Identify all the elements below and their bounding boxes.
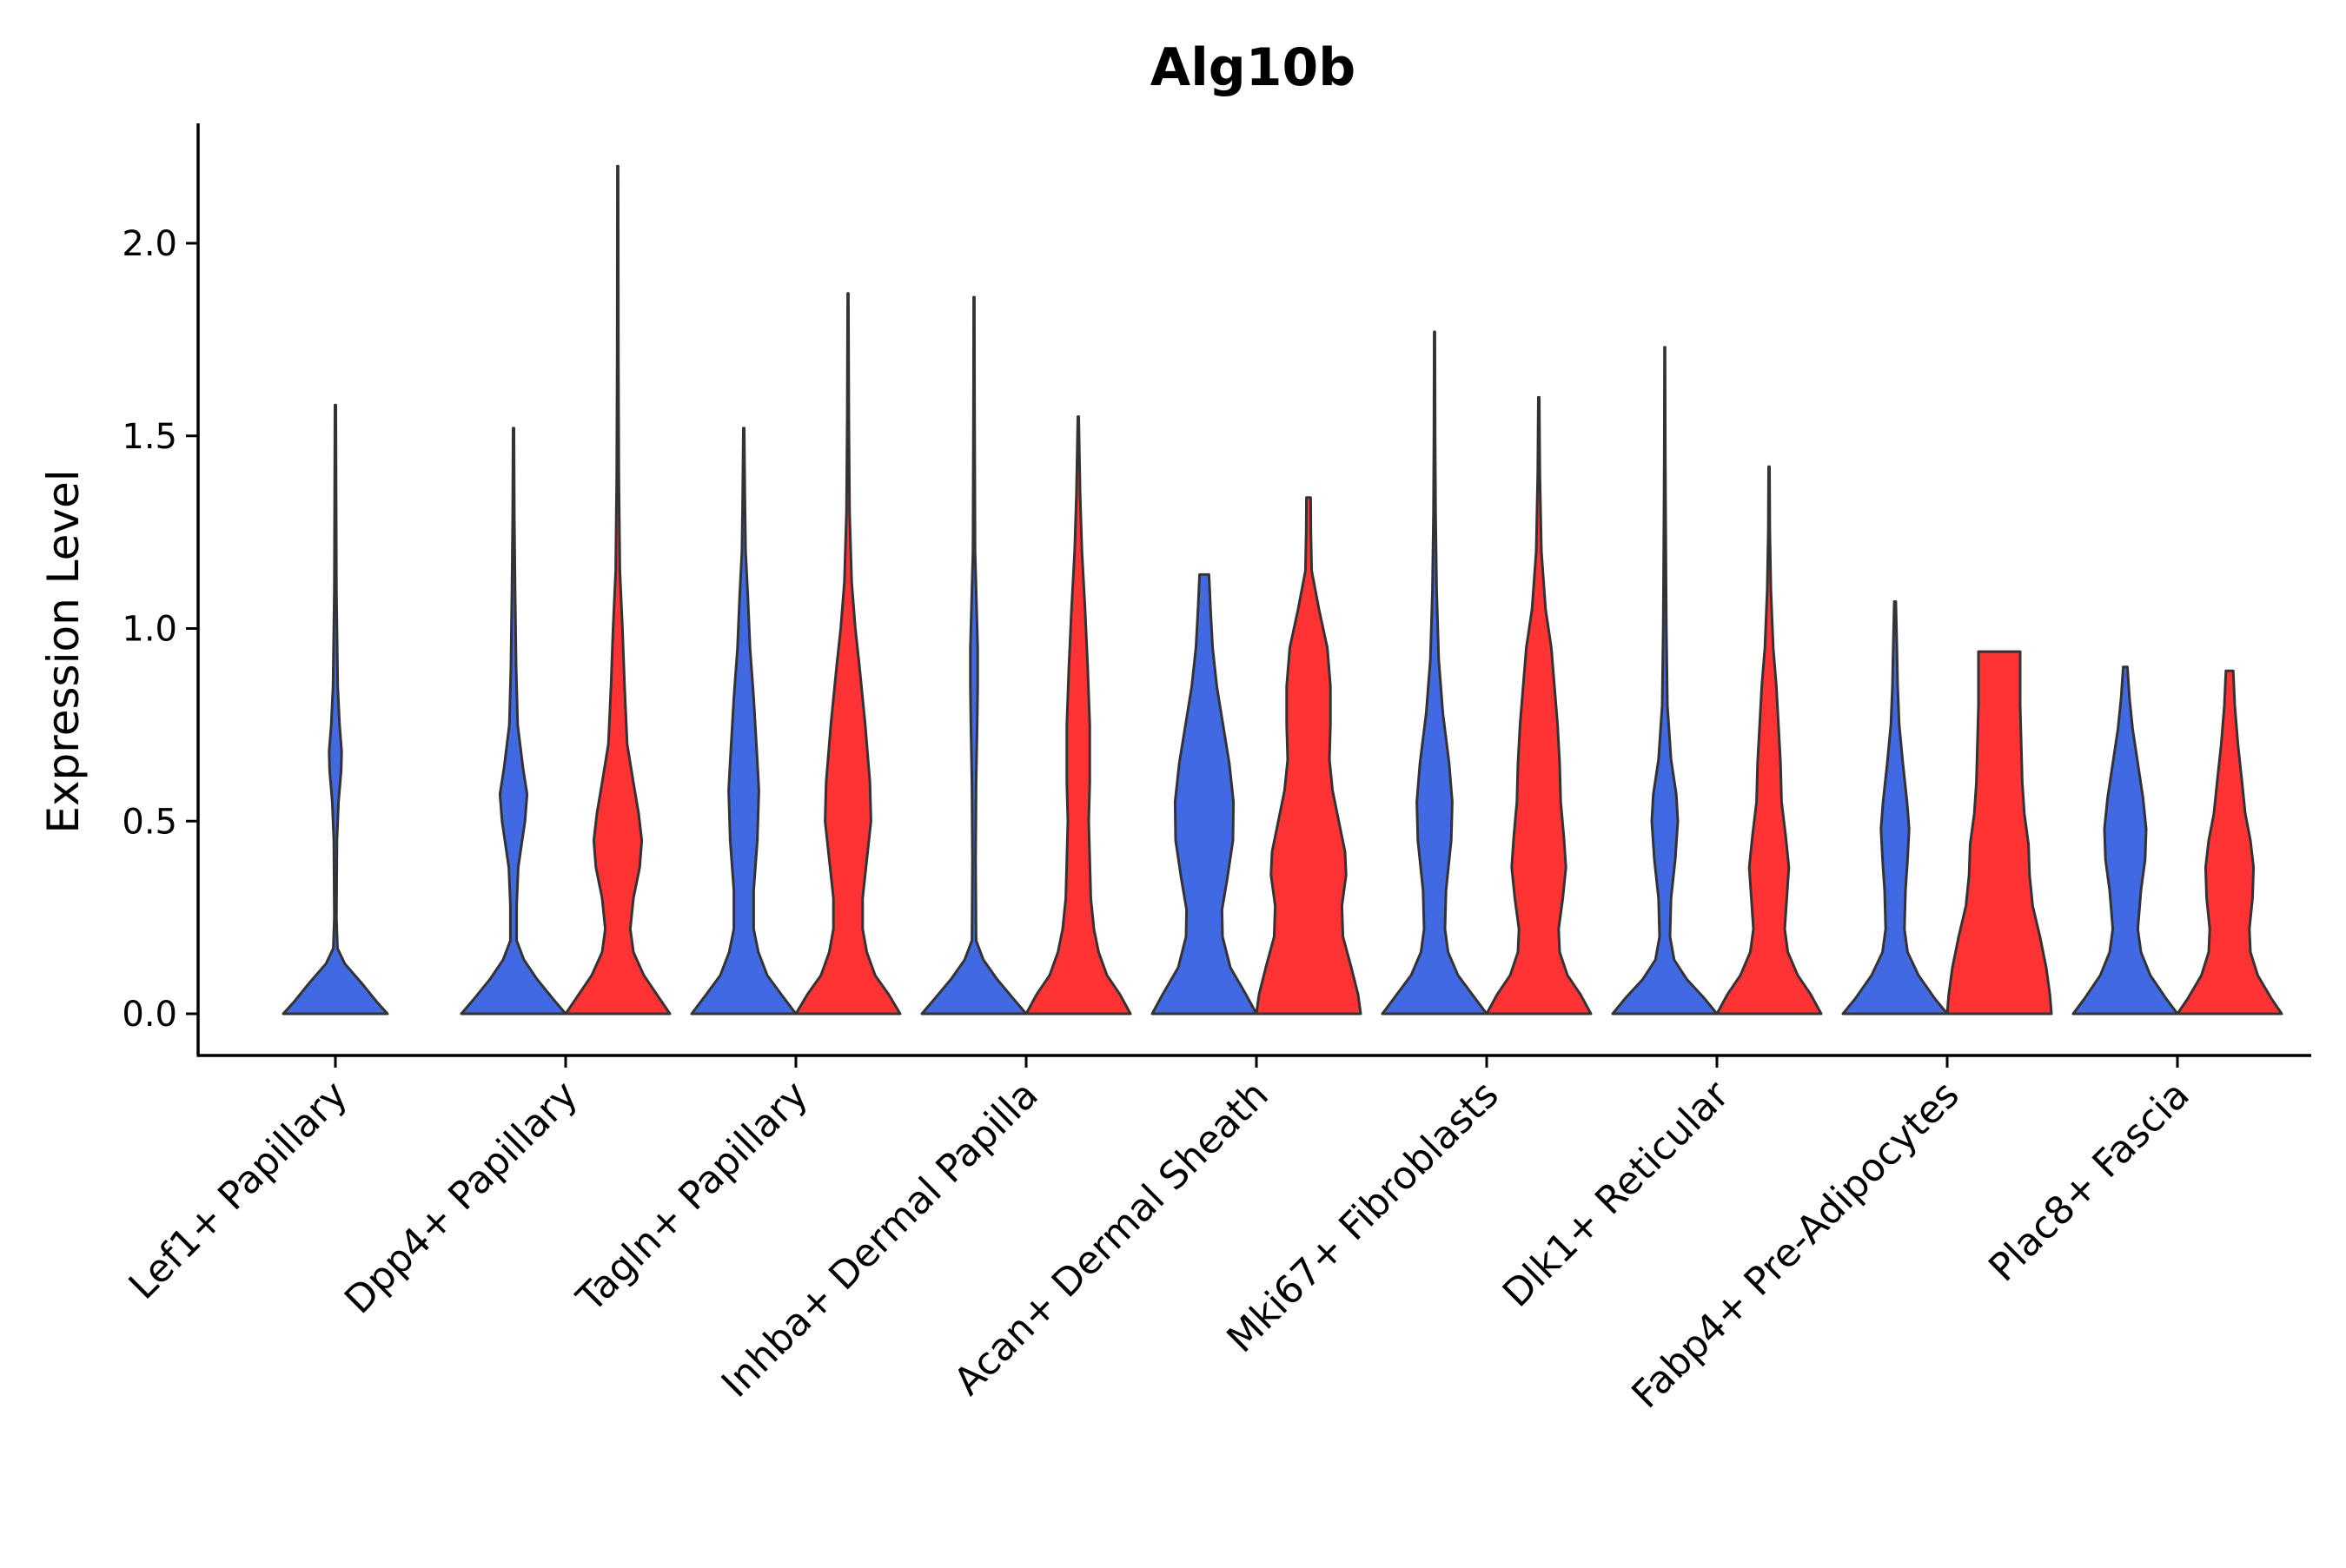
violin-blue-1 (282, 403, 389, 1016)
x-category-label: Plac8+ Fascia (1980, 1073, 2198, 1291)
violin-blue-9 (2071, 665, 2179, 1016)
chart-title: Alg10b (1150, 37, 1355, 98)
violin-red-4 (1024, 415, 1132, 1016)
y-tick-label: 2.0 (122, 224, 177, 264)
axes-layer (196, 123, 2311, 1068)
violin-blue-4 (920, 295, 1028, 1016)
violin-red-2 (564, 164, 672, 1016)
x-category-label: Dlk1+ Reticular (1494, 1072, 1739, 1316)
y-tick-label: 0.5 (122, 802, 177, 842)
violin-blue-6 (1381, 330, 1488, 1016)
y-tick-label: 0.0 (122, 995, 177, 1035)
violin-layer (282, 164, 2283, 1016)
x-category-label: Tagln+ Papillary (568, 1073, 817, 1321)
violin-red-6 (1485, 395, 1593, 1016)
violin-blue-7 (1611, 346, 1719, 1016)
violin-red-8 (1945, 650, 2053, 1016)
violin-blue-8 (1841, 600, 1949, 1016)
violin-blue-2 (460, 427, 567, 1016)
y-axis-label: Expression Level (38, 469, 89, 833)
violin-blue-5 (1150, 572, 1258, 1016)
x-category-label: Lef1+ Papillary (121, 1073, 356, 1308)
violin-red-9 (2176, 669, 2283, 1016)
y-tick-label: 1.0 (122, 610, 177, 650)
violin-red-3 (794, 292, 902, 1016)
y-ticks: 0.0 0.5 1.0 1.5 2.0 (122, 224, 198, 1035)
x-category-label: Dpp4+ Papillary (336, 1073, 586, 1323)
violin-red-7 (1715, 465, 1823, 1016)
violin-blue-3 (690, 427, 798, 1016)
y-tick-label: 1.5 (122, 417, 177, 457)
violin-red-5 (1255, 496, 1362, 1016)
